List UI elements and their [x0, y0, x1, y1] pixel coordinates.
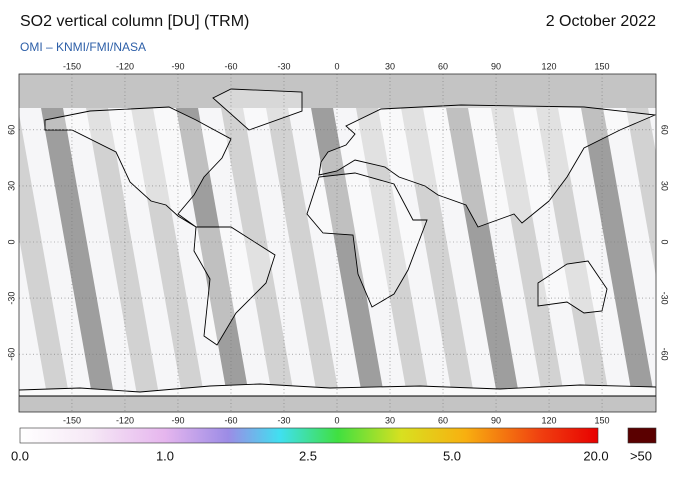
orbit-swaths [19, 74, 656, 412]
lon-tick-label: 120 [542, 415, 557, 425]
tick-labels: -150 -150 -120 -120 -90 -90 -60 -60 -30 -30 0 0 30 30… [6, 61, 669, 425]
lon-tick-label: 60 [438, 61, 448, 71]
lat-tick-label: 60 [6, 125, 16, 135]
date: 2 October 2022 [546, 13, 656, 30]
lat-tick-label: 30 [660, 181, 670, 191]
north-america [44, 106, 232, 228]
lon-tick-label: 30 [385, 61, 395, 71]
polar-gap [19, 74, 656, 108]
lon-tick-label: 120 [542, 61, 557, 71]
lat-tick-label: -60 [6, 348, 16, 361]
swath [620, 74, 656, 277]
africa [306, 172, 428, 308]
source: OMI – KNMI/FMI/NASA [20, 40, 146, 54]
lat-tick-label: 60 [660, 125, 670, 135]
lat-tick-label: 0 [6, 239, 16, 244]
lon-tick-label: -60 [224, 415, 237, 425]
lon-tick-label: -60 [224, 61, 237, 71]
lon-tick-label: -90 [171, 415, 184, 425]
swath [260, 74, 342, 412]
swath [19, 113, 72, 412]
lon-tick-label: 0 [334, 61, 339, 71]
polar-gap [19, 396, 656, 412]
lat-tick-label: -30 [660, 292, 670, 305]
swath [395, 74, 477, 412]
colorbar-overflow [627, 427, 657, 444]
lat-tick-label: 0 [660, 239, 670, 244]
lon-tick-label: 30 [385, 415, 395, 425]
title: SO2 vertical column [DU] (TRM) [20, 13, 249, 30]
south-america [193, 226, 276, 346]
eurasia [318, 104, 656, 228]
swath [350, 74, 432, 412]
lat-tick-label: -30 [6, 292, 16, 305]
lon-tick-label: 90 [491, 415, 501, 425]
lon-tick-label: 150 [595, 415, 610, 425]
colorbar-labels: 0.0 1.0 2.5 5.0 20.0 >50 [11, 448, 652, 463]
swath [35, 74, 117, 412]
colorbar-label: 0.0 [11, 448, 29, 463]
swath [305, 74, 387, 412]
lon-tick-label: -150 [63, 61, 81, 71]
lon-tick-label: 90 [491, 61, 501, 71]
australia [537, 260, 608, 314]
swath [575, 74, 656, 412]
lon-tick-label: -30 [277, 61, 290, 71]
lat-tick-label: 30 [6, 181, 16, 191]
colorbar-label: 1.0 [156, 448, 174, 463]
lat-tick-label: -60 [660, 348, 670, 361]
swath [125, 74, 207, 412]
lon-tick-label: -150 [63, 415, 81, 425]
graticule [19, 74, 656, 412]
swath [440, 74, 522, 412]
map-frame [18, 73, 657, 413]
swath [530, 74, 612, 412]
lon-tick-label: -120 [116, 415, 134, 425]
swath [170, 74, 252, 412]
colorbar-label: 5.0 [443, 448, 461, 463]
swath [80, 74, 162, 412]
greenland [212, 88, 303, 131]
lon-tick-label: -90 [171, 61, 184, 71]
lon-tick-label: 150 [595, 61, 610, 71]
colorbar-label: 2.5 [299, 448, 317, 463]
colorbar-label: 20.0 [583, 448, 608, 463]
colorbar-label: >50 [630, 448, 652, 463]
swath [485, 74, 567, 412]
lon-tick-label: -30 [277, 415, 290, 425]
colorbar [19, 427, 599, 444]
lon-tick-label: -120 [116, 61, 134, 71]
map [19, 74, 656, 412]
lon-tick-label: 0 [334, 415, 339, 425]
lon-tick-label: 60 [438, 415, 448, 425]
